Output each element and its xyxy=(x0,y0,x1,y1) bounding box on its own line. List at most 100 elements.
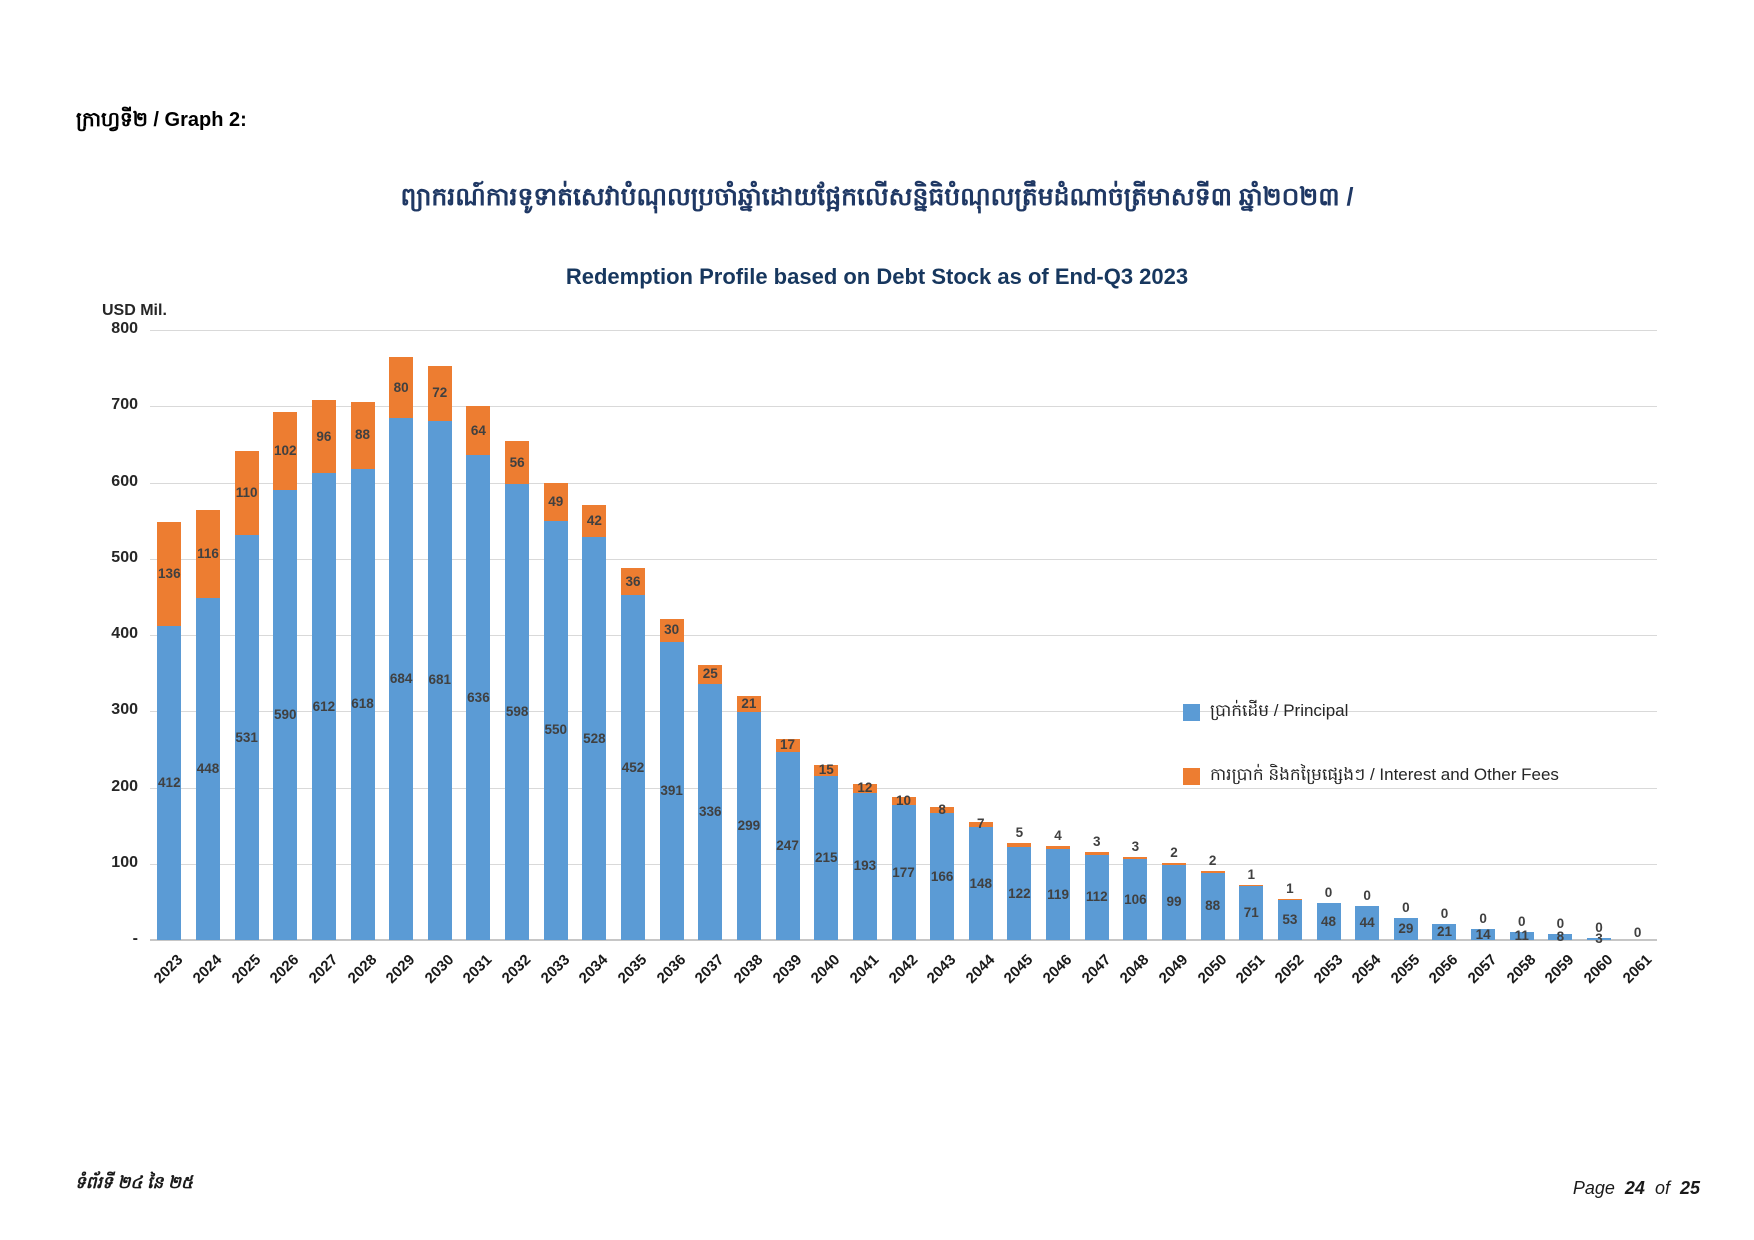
y-axis-tick-label: 600 xyxy=(111,472,138,490)
bar-segment-interest xyxy=(736,696,761,713)
bar-segment-principal xyxy=(852,792,877,940)
data-label-principal: 391 xyxy=(660,782,683,798)
bar-segment-principal xyxy=(1509,931,1534,940)
data-label-principal: 177 xyxy=(892,864,915,880)
data-label-principal: 148 xyxy=(969,875,993,891)
bar-segment-principal xyxy=(582,537,607,940)
legend-label-interest: ការប្រាក់ និងកម្រៃផ្សេងៗ / Interest and … xyxy=(1210,765,1559,784)
bar-segment-interest xyxy=(1161,863,1186,865)
data-label-interest: 0 xyxy=(1402,899,1410,915)
bar-segment-interest xyxy=(852,783,877,793)
bar-segment-interest xyxy=(543,483,568,521)
graph-number-label: ក្រាហ្វទី២ / Graph 2: xyxy=(76,109,247,131)
legend: ប្រាក់ដើម / Principal ការប្រាក់ និងកម្រៃ… xyxy=(1183,700,1559,828)
bar-segment-interest xyxy=(968,821,993,828)
bar-segment-principal xyxy=(1123,859,1148,940)
bar-segment-principal xyxy=(234,535,259,940)
page-current: 24 xyxy=(1624,1178,1645,1198)
bar-segment-principal xyxy=(543,520,568,940)
data-label-interest: 136 xyxy=(158,566,181,581)
data-label-interest: 102 xyxy=(273,443,297,459)
data-label-principal: 88 xyxy=(1205,898,1221,914)
data-label-interest: 49 xyxy=(548,493,564,509)
bar-segment-principal xyxy=(930,813,955,940)
page-number-khmer: ទំព័រទី ២៤ នៃ ២៥ xyxy=(75,1173,193,1192)
bar-segment-principal xyxy=(1161,864,1186,940)
y-axis-tick-label: - xyxy=(132,930,138,947)
bar-segment-interest xyxy=(389,357,414,419)
bar-segment-interest xyxy=(1277,898,1302,900)
bar-segment-interest xyxy=(1123,856,1148,860)
data-label-principal: 336 xyxy=(699,803,722,819)
bar-segment-principal xyxy=(389,418,414,940)
data-label-interest: 1 xyxy=(1286,880,1294,896)
bar-segment-principal xyxy=(1084,854,1109,940)
bar-segment-interest xyxy=(311,400,336,474)
data-label-principal: 612 xyxy=(312,698,336,714)
data-label-principal: 193 xyxy=(853,858,877,874)
data-label-interest: 15 xyxy=(818,762,834,778)
data-label-principal: 122 xyxy=(1008,885,1031,901)
data-label-principal: 598 xyxy=(505,704,529,720)
bar-segment-principal xyxy=(775,751,800,940)
bar-segment-principal xyxy=(1239,885,1264,940)
bar-segment-principal xyxy=(157,625,182,940)
data-label-interest: 3 xyxy=(1092,834,1101,850)
data-label-interest: 12 xyxy=(857,780,873,796)
data-label-principal: 14 xyxy=(1475,926,1491,942)
data-label-interest: 5 xyxy=(1015,825,1024,841)
legend-label-principal: ប្រាក់ដើម / Principal xyxy=(1210,701,1349,720)
y-axis-unit-label: USD Mil. xyxy=(102,302,167,319)
data-label-interest: 1 xyxy=(1247,866,1256,882)
bar-segment-principal xyxy=(659,641,684,940)
bar-segment-interest xyxy=(234,451,259,536)
bar-segment-interest xyxy=(582,505,607,538)
data-label-principal: 684 xyxy=(389,671,413,687)
bar-segment-interest xyxy=(195,509,220,599)
page-total: 25 xyxy=(1679,1178,1700,1198)
data-label-principal: 0 xyxy=(1633,925,1642,940)
data-label-interest: 25 xyxy=(702,666,718,682)
data-label-interest: 36 xyxy=(625,573,641,589)
page-number-english: Page 24 of 25 xyxy=(1573,1178,1700,1199)
data-label-principal: 8 xyxy=(1556,928,1565,944)
data-label-principal: 53 xyxy=(1282,911,1298,927)
bar-segment-principal xyxy=(427,420,452,940)
data-label-interest: 0 xyxy=(1440,906,1449,921)
bar-segment-principal xyxy=(1587,937,1612,940)
data-label-principal: 112 xyxy=(1085,889,1108,905)
data-label-interest: 42 xyxy=(586,513,602,529)
bar-segment-interest xyxy=(698,664,723,684)
data-label-principal: 550 xyxy=(544,722,567,738)
bar-segment-principal xyxy=(350,468,375,940)
bar-segment-interest xyxy=(1084,852,1109,855)
bar-segment-principal xyxy=(1355,906,1380,940)
gridline xyxy=(150,635,1657,636)
x-axis-line xyxy=(150,939,1657,941)
data-label-interest: 80 xyxy=(393,379,409,395)
y-axis-tick-label: 300 xyxy=(111,701,138,719)
bar-segment-interest xyxy=(350,401,375,469)
bar-segment-principal xyxy=(814,776,839,940)
bar-segment-principal xyxy=(311,473,336,940)
data-label-principal: 3 xyxy=(1595,930,1603,946)
bar-segment-principal xyxy=(1471,929,1496,940)
data-label-principal: 99 xyxy=(1166,894,1182,910)
bar-segment-interest xyxy=(157,522,182,626)
data-label-principal: 106 xyxy=(1124,891,1147,907)
data-label-principal: 681 xyxy=(428,672,452,688)
data-label-interest: 8 xyxy=(938,802,946,818)
bar-segment-interest xyxy=(466,406,491,456)
data-label-interest: 17 xyxy=(780,737,796,753)
data-label-interest: 88 xyxy=(355,427,371,443)
gridline xyxy=(150,482,1657,484)
page-of-word: of xyxy=(1654,1178,1670,1198)
data-label-interest: 10 xyxy=(895,793,912,809)
data-label-interest: 64 xyxy=(470,422,486,438)
data-label-principal: 590 xyxy=(273,707,297,723)
legend-item-interest: ការប្រាក់ និងកម្រៃផ្សេងៗ / Interest and … xyxy=(1183,764,1559,789)
bar-segment-principal xyxy=(1007,846,1032,940)
data-label-interest: 0 xyxy=(1363,888,1371,904)
bar-segment-interest xyxy=(1007,843,1032,847)
